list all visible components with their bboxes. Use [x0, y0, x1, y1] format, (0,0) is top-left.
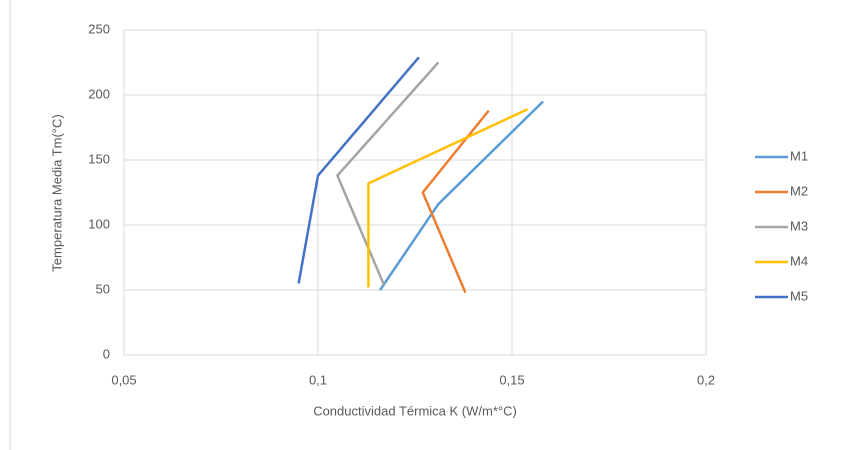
y-tick-label: 200	[88, 86, 110, 101]
legend-label: M4	[790, 253, 808, 268]
series-line	[297, 56, 420, 284]
legend-label: M2	[790, 183, 808, 198]
legend-label: M5	[790, 288, 808, 303]
x-tick-label: 0,05	[111, 372, 136, 387]
x-tick-label: 0,15	[499, 372, 524, 387]
x-axis-label: Conductividad Térmica K (W/m*°C)	[313, 403, 517, 418]
y-tick-label: 250	[88, 21, 110, 36]
y-tick-label: 100	[88, 216, 110, 231]
series-line	[379, 100, 544, 291]
y-axis-label: Temperatura Media Tm(°C)	[49, 114, 64, 271]
legend-label: M1	[790, 148, 808, 163]
series-line	[367, 108, 529, 288]
x-tick-label: 0,2	[697, 372, 715, 387]
series-line	[421, 109, 490, 294]
y-tick-label: 50	[96, 281, 110, 296]
y-tick-label: 0	[103, 346, 110, 361]
x-tick-label: 0,1	[309, 372, 327, 387]
y-tick-label: 150	[88, 151, 110, 166]
legend-label: M3	[790, 218, 808, 233]
